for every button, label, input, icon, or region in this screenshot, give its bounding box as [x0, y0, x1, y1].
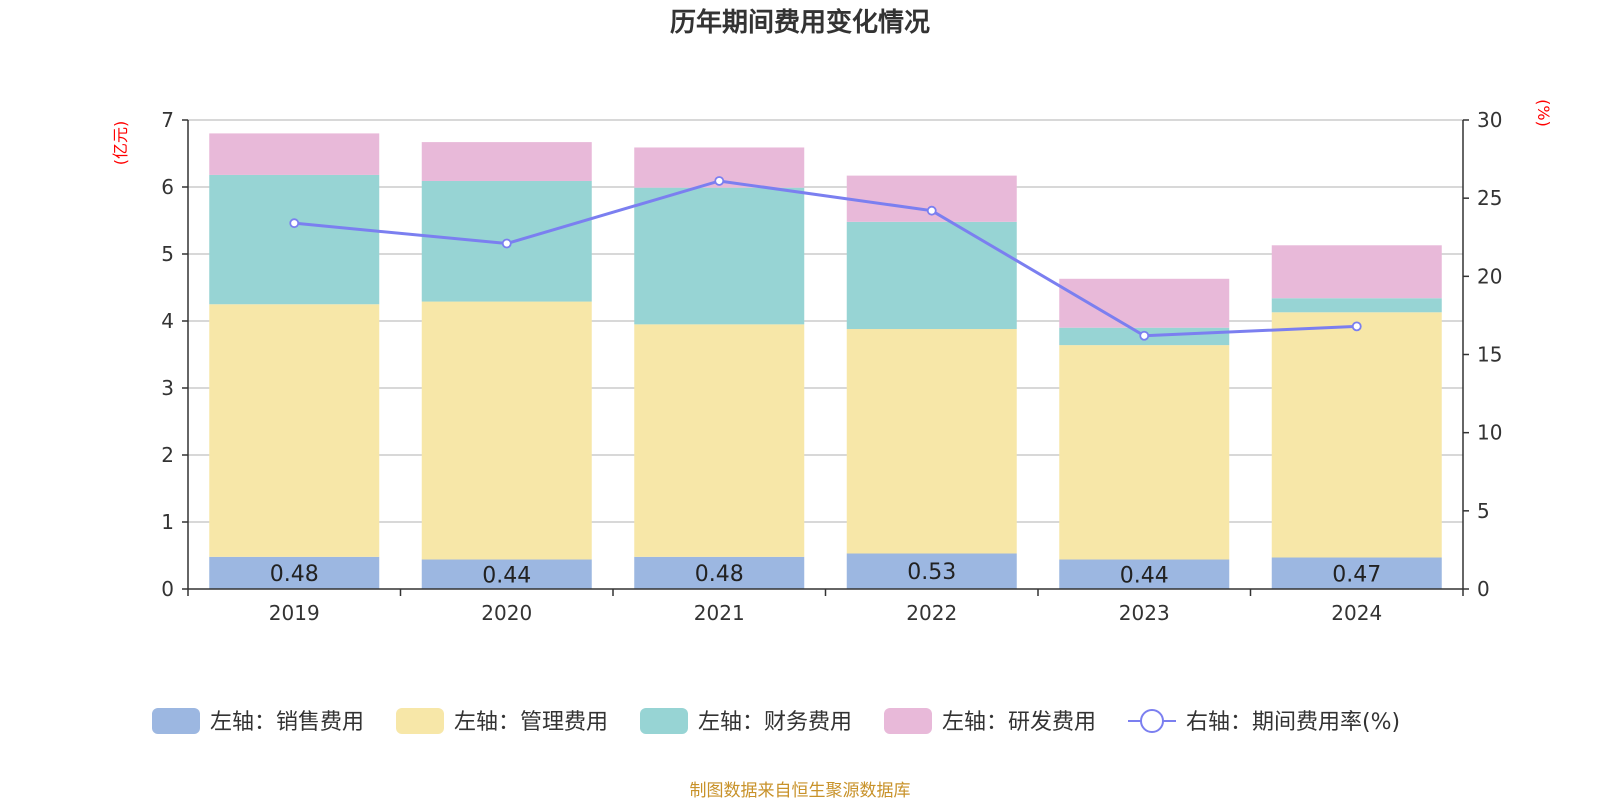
- right-tick-label: 30: [1477, 108, 1502, 132]
- rate-point: [926, 205, 937, 216]
- rate-point: [1139, 330, 1150, 341]
- left-tick-label: 4: [161, 309, 174, 333]
- right-tick-label: 25: [1477, 186, 1502, 210]
- bar-segment: [846, 329, 1017, 554]
- legend-label: 右轴：期间费用率(%): [1186, 710, 1400, 735]
- legend-swatch: [640, 708, 688, 734]
- bar-segment: [421, 559, 592, 589]
- left-tick-label: 0: [161, 577, 174, 601]
- bar-data-label: 0.48: [695, 562, 744, 587]
- legend-marker: [1140, 709, 1164, 733]
- bar-segment: [1271, 245, 1442, 299]
- left-tick-label: 6: [161, 175, 174, 199]
- left-tick-label: 2: [161, 443, 174, 467]
- right-tick-label: 15: [1477, 343, 1502, 367]
- legend-swatch: [152, 708, 200, 734]
- bar-segment: [1271, 557, 1442, 589]
- x-tick-label: 2023: [1119, 601, 1170, 625]
- bar-segment: [1059, 559, 1230, 589]
- left-axis-unit: (亿元): [111, 121, 130, 166]
- x-tick-label: 2022: [906, 601, 957, 625]
- bar-segment: [634, 187, 805, 325]
- bar-series: 0.48 0.44 0.48 0.53 0.44 0.47: [209, 133, 1442, 589]
- rate-line: [294, 179, 1357, 338]
- bar-segment: [846, 221, 1017, 330]
- bar-segment: [846, 553, 1017, 589]
- legend-label: 左轴：销售费用: [210, 710, 364, 735]
- legend-label: 左轴：管理费用: [454, 710, 608, 735]
- bar-segment: [634, 556, 805, 589]
- rate-point: [714, 176, 725, 186]
- bar-segment: [1271, 312, 1442, 558]
- x-tick-label: 2021: [694, 601, 745, 625]
- x-tick-label: 2020: [481, 601, 532, 625]
- bar-segment: [1059, 278, 1230, 328]
- x-tick-label: 2024: [1331, 601, 1382, 625]
- rate-line-series: [289, 176, 1362, 341]
- bar-segment: [1271, 298, 1442, 313]
- bar-data-label: 0.48: [270, 562, 319, 587]
- bar-data-label: 0.53: [907, 560, 956, 585]
- bar-segment: [1059, 345, 1230, 560]
- gridlines: [188, 119, 1463, 523]
- left-tick-label: 1: [161, 510, 174, 534]
- axes: 0 1 2 3 4 5 6 7 0 5 10 15 20 25 30 (亿元) (%) 2019 2020 2021 2…: [111, 99, 1553, 625]
- bar-segment: [421, 142, 592, 181]
- right-tick-label: 20: [1477, 264, 1502, 288]
- rate-point: [501, 238, 512, 249]
- right-tick-label: 0: [1477, 577, 1490, 601]
- rate-point: [1351, 321, 1362, 332]
- left-tick-label: 5: [161, 242, 174, 266]
- x-tick-label: 2019: [269, 601, 320, 625]
- bar-segment: [209, 174, 380, 305]
- bar-segment: [421, 301, 592, 560]
- left-tick-label: 3: [161, 376, 174, 400]
- legend-label: 左轴：研发费用: [942, 710, 1096, 735]
- legend-swatch: [884, 708, 932, 734]
- bar-data-label: 0.44: [1120, 563, 1169, 588]
- right-tick-label: 5: [1477, 499, 1490, 523]
- rate-point: [289, 218, 300, 229]
- left-tick-label: 7: [161, 108, 174, 132]
- bar-segment: [634, 324, 805, 557]
- right-axis-unit: (%): [1534, 99, 1553, 127]
- bar-segment: [209, 304, 380, 557]
- legend: 左轴：销售费用 左轴：管理费用 左轴：财务费用 左轴：研发费用 右轴：期间费用率(%): [152, 708, 1400, 735]
- source-note: 制图数据来自恒生聚源数据库: [690, 781, 911, 800]
- chart-title: 历年期间费用变化情况: [670, 7, 930, 38]
- bar-segment: [209, 133, 380, 175]
- right-tick-label: 10: [1477, 421, 1502, 445]
- legend-label: 左轴：财务费用: [698, 710, 852, 735]
- bar-data-label: 0.44: [482, 563, 531, 588]
- legend-swatch: [396, 708, 444, 734]
- bar-segment: [209, 556, 380, 589]
- bar-data-label: 0.47: [1332, 562, 1381, 587]
